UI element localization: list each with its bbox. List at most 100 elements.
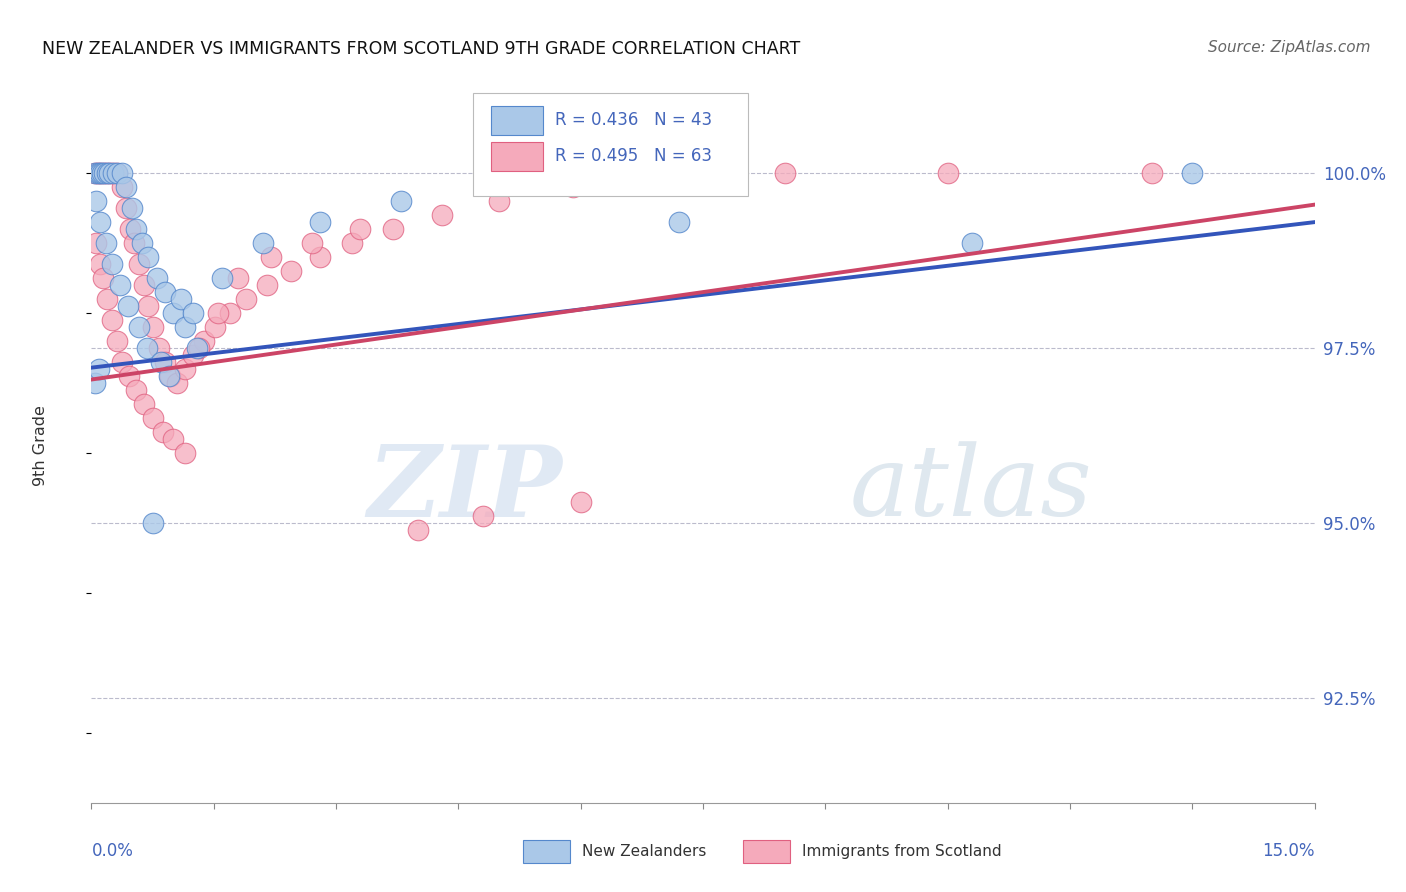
Point bbox=[159, 369, 181, 384]
Point bbox=[183, 306, 205, 320]
Point bbox=[93, 166, 115, 180]
Point bbox=[301, 236, 323, 251]
Point bbox=[84, 236, 107, 251]
Point bbox=[280, 264, 302, 278]
Point bbox=[96, 166, 118, 180]
Point bbox=[118, 369, 141, 384]
Point bbox=[342, 236, 364, 251]
Point bbox=[183, 348, 205, 362]
Point bbox=[87, 166, 110, 180]
Point bbox=[108, 278, 131, 293]
Point bbox=[668, 215, 690, 229]
Point bbox=[142, 320, 165, 334]
Point bbox=[488, 194, 510, 208]
Point bbox=[90, 166, 112, 180]
Point bbox=[219, 306, 242, 320]
Point bbox=[114, 201, 136, 215]
Point bbox=[406, 523, 429, 537]
Point bbox=[207, 306, 229, 320]
Point bbox=[188, 341, 211, 355]
Point bbox=[96, 292, 118, 306]
Point bbox=[308, 215, 330, 229]
Text: Source: ZipAtlas.com: Source: ZipAtlas.com bbox=[1208, 40, 1371, 55]
Point bbox=[204, 320, 226, 334]
Point bbox=[569, 495, 592, 509]
Point bbox=[125, 222, 148, 236]
Point bbox=[121, 201, 143, 215]
Point bbox=[960, 236, 983, 251]
Point bbox=[138, 299, 160, 313]
Point bbox=[83, 376, 105, 390]
Point bbox=[138, 250, 160, 264]
Point bbox=[308, 250, 330, 264]
Point bbox=[118, 222, 141, 236]
Point bbox=[125, 383, 148, 397]
Point bbox=[84, 194, 107, 208]
Text: New Zealanders: New Zealanders bbox=[582, 844, 706, 859]
Point bbox=[131, 236, 153, 251]
Point bbox=[122, 236, 145, 251]
Point bbox=[149, 355, 172, 369]
Point bbox=[97, 166, 120, 180]
FancyBboxPatch shape bbox=[491, 106, 543, 135]
Point bbox=[87, 362, 110, 376]
Point bbox=[128, 320, 150, 334]
Point bbox=[529, 166, 551, 180]
Point bbox=[471, 508, 494, 523]
Point bbox=[94, 166, 117, 180]
Text: NEW ZEALANDER VS IMMIGRANTS FROM SCOTLAND 9TH GRADE CORRELATION CHART: NEW ZEALANDER VS IMMIGRANTS FROM SCOTLAN… bbox=[42, 40, 800, 58]
Point bbox=[1181, 166, 1204, 180]
Point bbox=[89, 215, 111, 229]
Point bbox=[252, 236, 274, 251]
Point bbox=[83, 166, 105, 180]
Point bbox=[101, 257, 124, 271]
FancyBboxPatch shape bbox=[744, 840, 790, 863]
Point bbox=[101, 313, 124, 327]
Point bbox=[105, 334, 128, 348]
Point bbox=[117, 299, 139, 313]
Point bbox=[773, 166, 796, 180]
Point bbox=[936, 166, 959, 180]
Point bbox=[170, 292, 193, 306]
Point bbox=[235, 292, 257, 306]
Point bbox=[157, 369, 180, 384]
Point bbox=[103, 166, 125, 180]
Point bbox=[145, 271, 167, 285]
Point bbox=[349, 222, 371, 236]
Point bbox=[110, 180, 132, 194]
Text: atlas: atlas bbox=[849, 442, 1092, 536]
Point bbox=[94, 236, 117, 251]
Text: ZIP: ZIP bbox=[367, 441, 562, 537]
Text: R = 0.436   N = 43: R = 0.436 N = 43 bbox=[555, 111, 711, 128]
Text: 0.0%: 0.0% bbox=[91, 842, 134, 860]
Point bbox=[651, 166, 673, 180]
Point bbox=[142, 411, 165, 425]
Point bbox=[256, 278, 278, 293]
Point bbox=[226, 271, 249, 285]
Point bbox=[107, 166, 129, 180]
Point bbox=[211, 271, 233, 285]
Point bbox=[89, 257, 111, 271]
Point bbox=[430, 208, 453, 222]
Text: 15.0%: 15.0% bbox=[1263, 842, 1315, 860]
Text: Immigrants from Scotland: Immigrants from Scotland bbox=[801, 844, 1001, 859]
Point bbox=[89, 166, 111, 180]
FancyBboxPatch shape bbox=[491, 142, 543, 170]
Point bbox=[152, 425, 174, 439]
Point bbox=[148, 341, 170, 355]
Point bbox=[115, 180, 138, 194]
Point bbox=[193, 334, 215, 348]
Point bbox=[153, 355, 176, 369]
Point bbox=[132, 278, 155, 293]
Point bbox=[561, 180, 583, 194]
Point bbox=[111, 166, 134, 180]
Point bbox=[389, 194, 412, 208]
Point bbox=[134, 397, 156, 411]
Text: 9th Grade: 9th Grade bbox=[32, 406, 48, 486]
Point bbox=[174, 362, 197, 376]
Point bbox=[84, 166, 107, 180]
FancyBboxPatch shape bbox=[523, 840, 569, 863]
Point bbox=[103, 166, 125, 180]
Point bbox=[153, 285, 176, 299]
Point bbox=[86, 166, 108, 180]
